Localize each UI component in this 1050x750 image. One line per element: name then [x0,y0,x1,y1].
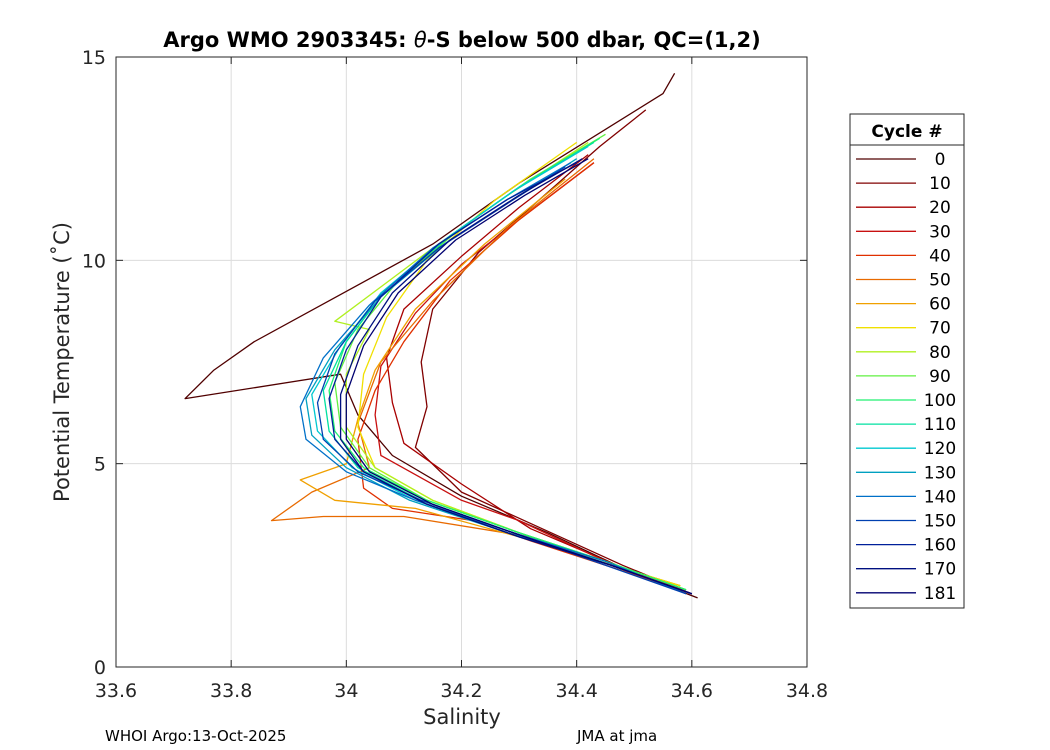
legend-entries: 0 10 20 30 40 50 60 70 80 90 100 110 120 130 140 150 160… [856,150,956,604]
y-tick-label: 5 [94,454,106,476]
legend-entry-label: 30 [929,222,951,242]
legend-entry-label: 130 [924,463,956,483]
series-line [374,162,693,595]
x-tick-label: 33.8 [210,680,252,702]
series-line [345,158,693,595]
legend-entry-label: 90 [929,367,951,387]
x-tick-label: 34.4 [556,680,598,702]
grid-lines [116,57,807,667]
footer-credit: JMA at jma [576,727,657,745]
legend-entry-label: 40 [929,246,951,266]
footer-source: WHOI Argo:13-Oct-2025 [105,727,286,745]
legend-entry-label: 181 [924,584,956,604]
y-ticks: 0 5 10 15 [82,47,807,679]
legend-entry-label: 0 [935,150,946,170]
legend-box [849,113,965,609]
legend-entry-label: 160 [924,536,956,556]
x-ticks: 33.6 33.8 34 34.2 34.4 34.6 34.8 [95,57,828,702]
legend-entry-label: 60 [929,295,951,315]
legend-entry-label: 10 [929,174,951,194]
legend-title: Cycle # [871,122,942,142]
chart-title: Argo WMO 2903345: θ-S below 500 dbar, QC… [163,28,760,52]
y-tick-label: 10 [82,250,106,272]
legend-entry-label: 170 [924,560,956,580]
legend-entry-label: 50 [929,271,951,291]
x-tick-label: 34 [334,680,358,702]
legend-entry-label: 150 [924,512,956,532]
series-line [339,158,693,595]
legend: Cycle # 0 10 20 30 40 50 60 70 80 90 100 110 120 130 1… [849,113,965,609]
chart-title-theta: θ [414,28,427,52]
y-axis-label: Potential Temperature (˚C) [50,222,74,502]
x-tick-label: 33.6 [95,680,137,702]
legend-entry-label: 100 [924,391,956,411]
legend-entry-label: 110 [924,415,956,435]
legend-entry-label: 140 [924,487,956,507]
y-tick-label: 0 [94,657,106,679]
y-tick-label: 15 [82,47,106,69]
series-line [385,154,693,595]
series-lines [184,72,698,599]
x-tick-label: 34.2 [440,680,482,702]
legend-entry-label: 20 [929,198,951,218]
plot-area: 33.6 33.8 34 34.2 34.4 34.6 34.8 0 5 10 15 [82,47,828,702]
legend-entry-label: 120 [924,439,956,459]
chart-title-prefix: Argo WMO 2903345: [163,28,414,52]
legend-entry-label: 80 [929,343,951,363]
legend-entry-label: 70 [929,319,951,339]
x-axis-label: Salinity [423,705,501,729]
x-tick-label: 34.8 [786,680,828,702]
x-tick-label: 34.6 [671,680,713,702]
chart-title-suffix: -S below 500 dbar, QC=(1,2) [427,28,761,52]
